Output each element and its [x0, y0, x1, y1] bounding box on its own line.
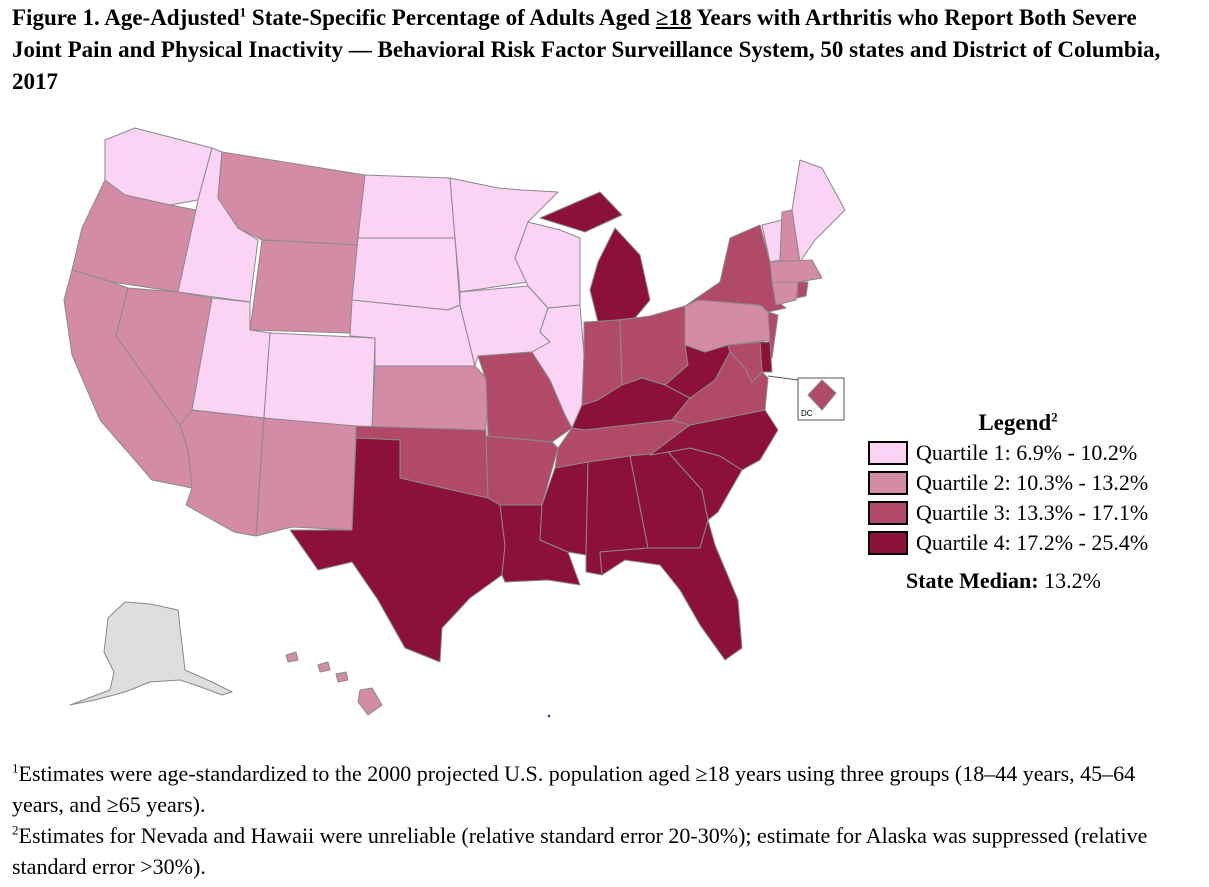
- us-choropleth-map: DC: [63, 127, 846, 718]
- state-AZ: [179, 409, 265, 537]
- legend-swatch: [868, 471, 908, 495]
- state-RI: [796, 281, 809, 299]
- state-MA: [769, 259, 823, 283]
- legend-label: Quartile 2: 10.3% - 13.2%: [916, 470, 1149, 495]
- state-CO: [263, 332, 376, 431]
- state-SD: [351, 237, 461, 311]
- legend-row: Quartile 4: 17.2% - 25.4%: [868, 528, 1208, 558]
- state-MD: [727, 341, 763, 383]
- legend-label: Quartile 1: 6.9% - 10.2%: [916, 440, 1138, 465]
- state-FL: [599, 519, 743, 661]
- state-TX: [289, 437, 506, 663]
- state-HI: [285, 651, 383, 716]
- state-KS: [371, 365, 489, 431]
- legend-row: Quartile 2: 10.3% - 13.2%: [868, 468, 1208, 498]
- state-NM: [255, 417, 357, 537]
- legend-label: Quartile 3: 13.3% - 17.1%: [916, 500, 1149, 525]
- map-legend: Legend2 Quartile 1: 6.9% - 10.2% Quartil…: [868, 408, 1208, 594]
- state-ND: [357, 174, 456, 239]
- legend-swatch: [868, 531, 908, 555]
- legend-swatch: [868, 501, 908, 525]
- footnote-2: 2Estimates for Nevada and Hawaii were un…: [12, 822, 1148, 879]
- state-CT: [771, 281, 799, 306]
- state-WY: [249, 239, 359, 334]
- state-MI: [539, 191, 651, 323]
- state-AK: [69, 601, 233, 706]
- legend-label: Quartile 4: 17.2% - 25.4%: [916, 530, 1149, 555]
- footnote-1: 1Estimates were age-standardized to the …: [12, 760, 1136, 817]
- legend-row: Quartile 3: 13.3% - 17.1%: [868, 498, 1208, 528]
- state-median: State Median: 13.2%: [906, 568, 1101, 593]
- state-IL: [531, 304, 585, 429]
- footnotes: 1Estimates were age-standardized to the …: [12, 758, 1192, 882]
- legend-row: Quartile 1: 6.9% - 10.2%: [868, 438, 1208, 468]
- state-DC: [807, 379, 837, 411]
- state-ME: [791, 159, 846, 263]
- figure-title: Figure 1. Age-Adjusted1 State-Specific P…: [12, 4, 1161, 94]
- legend-swatch: [868, 441, 908, 465]
- dc-label: DC: [801, 409, 813, 418]
- legend-title: Legend2: [978, 409, 1058, 435]
